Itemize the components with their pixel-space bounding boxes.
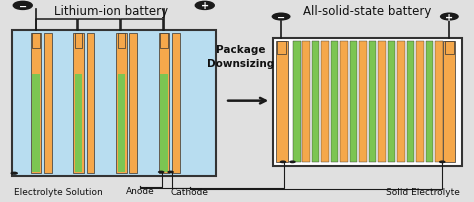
Circle shape bbox=[158, 171, 164, 174]
Bar bbox=[445, 42, 454, 55]
Bar bbox=[350, 42, 357, 163]
Circle shape bbox=[10, 172, 18, 175]
Bar bbox=[73, 34, 84, 173]
Bar bbox=[160, 74, 168, 172]
Text: Package: Package bbox=[216, 45, 265, 55]
Bar bbox=[31, 34, 41, 173]
Bar bbox=[331, 42, 338, 163]
Text: Lithium-ion battery: Lithium-ion battery bbox=[55, 5, 168, 18]
Bar bbox=[32, 74, 40, 172]
Circle shape bbox=[289, 161, 296, 163]
Bar bbox=[435, 42, 443, 163]
Bar bbox=[12, 31, 216, 176]
Bar bbox=[44, 34, 52, 173]
Text: Downsizing: Downsizing bbox=[207, 59, 274, 69]
Bar bbox=[426, 42, 433, 163]
Circle shape bbox=[439, 161, 446, 163]
Bar bbox=[172, 34, 180, 173]
Text: Solid Electrolyte: Solid Electrolyte bbox=[386, 187, 460, 196]
Bar bbox=[321, 42, 329, 163]
Bar bbox=[302, 42, 310, 163]
Bar bbox=[397, 42, 405, 163]
Bar bbox=[293, 42, 301, 163]
Text: Anode: Anode bbox=[126, 186, 154, 195]
Bar bbox=[340, 42, 348, 163]
Bar bbox=[378, 42, 386, 163]
Text: −: − bbox=[277, 13, 285, 22]
Bar bbox=[129, 34, 137, 173]
Bar bbox=[369, 42, 376, 163]
Bar bbox=[118, 34, 125, 49]
Bar bbox=[276, 42, 288, 163]
Text: +: + bbox=[445, 13, 454, 22]
Bar bbox=[160, 34, 168, 49]
Bar bbox=[32, 34, 40, 49]
Circle shape bbox=[13, 2, 32, 10]
Text: Cathode: Cathode bbox=[171, 187, 209, 196]
Bar bbox=[312, 42, 319, 163]
Text: All-solid-state battery: All-solid-state battery bbox=[303, 5, 431, 18]
Bar bbox=[75, 34, 82, 49]
Bar bbox=[416, 42, 424, 163]
Bar bbox=[118, 74, 125, 172]
Bar bbox=[443, 42, 455, 163]
Circle shape bbox=[167, 171, 174, 174]
Bar bbox=[359, 42, 367, 163]
Bar bbox=[277, 42, 286, 55]
Circle shape bbox=[280, 161, 286, 163]
Circle shape bbox=[440, 13, 459, 21]
Circle shape bbox=[195, 2, 214, 10]
Bar bbox=[116, 34, 127, 173]
Text: +: + bbox=[201, 1, 209, 11]
Bar bbox=[407, 42, 414, 163]
Text: Electrolyte Solution: Electrolyte Solution bbox=[14, 187, 103, 196]
Bar bbox=[75, 74, 82, 172]
Circle shape bbox=[272, 13, 291, 21]
Bar bbox=[87, 34, 94, 173]
Bar bbox=[273, 39, 462, 166]
Bar bbox=[159, 34, 169, 173]
Text: −: − bbox=[18, 1, 27, 11]
Bar bbox=[388, 42, 395, 163]
